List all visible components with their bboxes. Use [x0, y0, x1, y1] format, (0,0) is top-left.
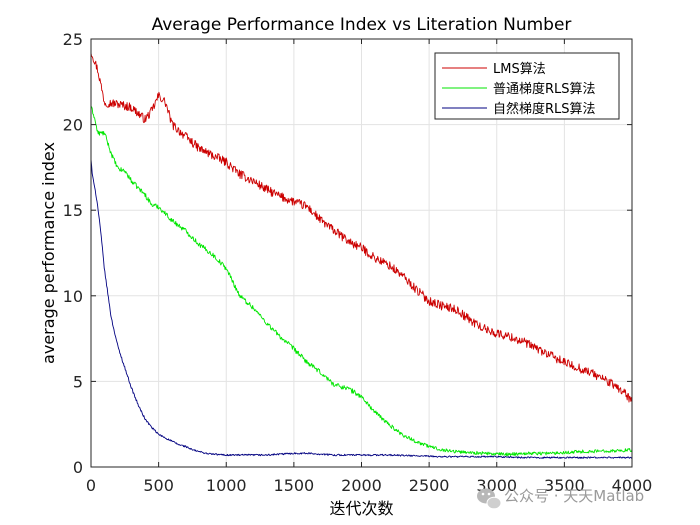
legend-label: LMS算法 [493, 62, 546, 77]
y-tick-label: 25 [63, 30, 83, 49]
x-tick-label: 3500 [544, 476, 585, 495]
y-tick-label: 0 [73, 458, 83, 477]
legend-label: 普通梯度RLS算法 [493, 81, 596, 97]
y-tick-label: 5 [73, 372, 83, 391]
chart-title: Average Performance Index vs Literation … [152, 15, 572, 35]
x-tick-label: 2000 [341, 476, 382, 495]
y-tick-label: 15 [63, 201, 83, 220]
y-axis-title: average performance index [39, 142, 58, 364]
ticks [90, 38, 633, 468]
x-tick-label: 1500 [274, 476, 315, 495]
series-group [90, 52, 633, 459]
y-tick-label: 20 [63, 116, 83, 135]
x-tick-label: 1000 [206, 476, 247, 495]
series-line [90, 106, 633, 457]
series-line [90, 159, 633, 459]
x-axis-title: 迭代次数 [329, 499, 393, 518]
watermark-text: 公众号 · 天天Matlab [504, 487, 644, 505]
watermark: 公众号 · 天天Matlab [477, 487, 644, 510]
y-tick-label: 10 [63, 287, 83, 306]
x-tick-label: 0 [86, 476, 96, 495]
legend-label: 自然梯度RLS算法 [493, 101, 596, 117]
series-line [90, 52, 633, 403]
x-tick-label: 4000 [612, 476, 653, 495]
wechat-icon [477, 488, 502, 510]
x-tick-label: 2500 [409, 476, 450, 495]
x-tick-label: 500 [143, 476, 174, 495]
